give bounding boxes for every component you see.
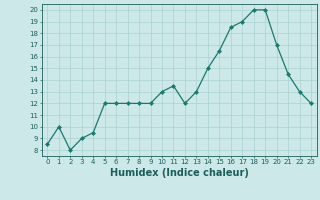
X-axis label: Humidex (Indice chaleur): Humidex (Indice chaleur) [110, 168, 249, 178]
